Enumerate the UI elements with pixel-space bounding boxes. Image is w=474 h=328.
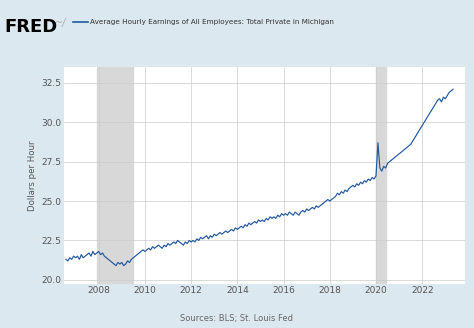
Text: ~/: ~/ — [55, 18, 66, 28]
Text: Average Hourly Earnings of All Employees: Total Private in Michigan: Average Hourly Earnings of All Employees… — [90, 19, 334, 25]
Bar — [376, 67, 386, 284]
Text: Sources: BLS; St. Louis Fed: Sources: BLS; St. Louis Fed — [181, 314, 293, 323]
Y-axis label: Dollars per Hour: Dollars per Hour — [28, 140, 37, 211]
Bar — [97, 67, 133, 284]
Text: FRED: FRED — [5, 18, 58, 36]
